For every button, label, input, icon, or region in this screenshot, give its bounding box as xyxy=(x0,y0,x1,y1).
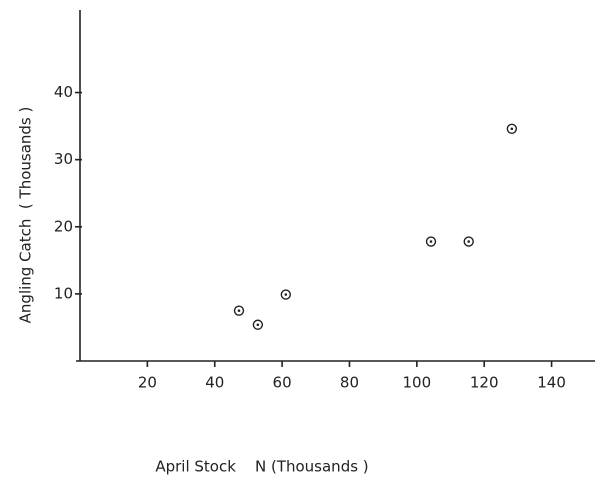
point-dot xyxy=(284,293,288,296)
x-tick-label: 80 xyxy=(340,374,359,392)
x-tick-label: 100 xyxy=(403,374,432,392)
x-tick-label: 60 xyxy=(273,374,292,392)
x-tick-label: 20 xyxy=(138,374,157,392)
point xyxy=(252,319,264,330)
point-dot xyxy=(429,240,433,243)
point xyxy=(233,305,245,316)
y-axis-label: Angling Catch ( Thousands ) xyxy=(17,107,35,324)
x-tick-label: 140 xyxy=(537,374,566,392)
point xyxy=(425,236,437,247)
point-dot xyxy=(510,127,514,131)
y-tick-label: 30 xyxy=(54,150,73,168)
point-dot xyxy=(256,323,260,327)
point xyxy=(280,289,292,300)
y-tick-label: 10 xyxy=(54,284,73,302)
x-tick-label: 120 xyxy=(470,374,499,392)
x-tick-label: 40 xyxy=(205,374,224,392)
point-dot xyxy=(467,240,471,243)
point xyxy=(506,123,518,134)
x-axis-label: April Stock N (Thousands ) xyxy=(155,458,368,476)
point-dot xyxy=(237,309,241,312)
y-tick-label: 20 xyxy=(54,217,73,235)
y-tick-label: 40 xyxy=(54,83,73,101)
point xyxy=(463,236,474,247)
